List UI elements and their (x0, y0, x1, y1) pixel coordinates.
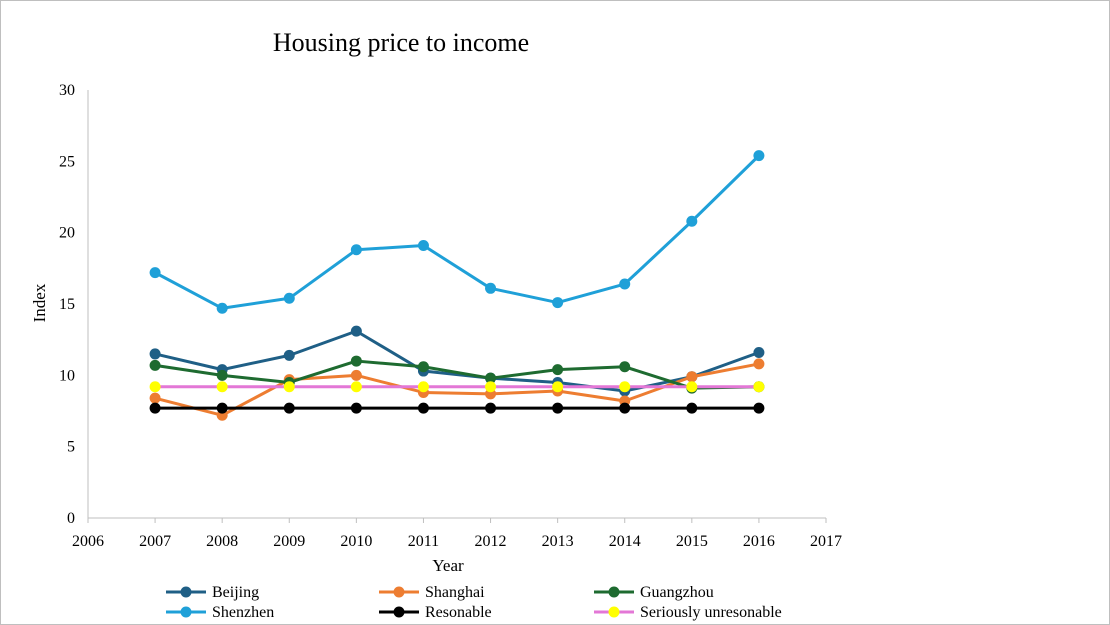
data-point-seriously-unresonable (417, 381, 429, 393)
data-point-resonable (753, 402, 765, 414)
legend-item-guangzhou: Guangzhou (594, 584, 714, 601)
chart-title: Housing price to income (273, 28, 529, 57)
series-line-shanghai (154, 362, 760, 417)
y-axis-label: Index (30, 283, 49, 322)
data-point-shanghai (753, 358, 765, 370)
x-tick-label: 2014 (609, 533, 641, 550)
series-seriously-unresonable (149, 381, 765, 393)
series-line-guangzhou (154, 359, 759, 390)
x-tick-label: 2015 (676, 533, 708, 550)
data-point-shenzhen (350, 244, 362, 256)
data-point-seriously-unresonable (686, 381, 698, 393)
data-point-seriously-unresonable (753, 381, 765, 393)
series-shanghai (149, 358, 765, 421)
series-layer (149, 150, 765, 421)
data-point-shanghai (149, 392, 161, 404)
legend-marker (393, 606, 405, 618)
x-tick-label: 2007 (139, 533, 171, 550)
legend-item-resonable: Resonable (379, 604, 492, 621)
data-point-shenzhen (485, 282, 497, 294)
data-point-shenzhen (283, 292, 295, 304)
legend-label: Seriously unresonable (640, 604, 782, 621)
data-point-guangzhou (216, 369, 228, 381)
legend-marker (393, 586, 405, 598)
y-tick-label: 0 (67, 510, 75, 527)
series-line-shenzhen (154, 154, 760, 310)
legend-marker (608, 606, 620, 618)
data-point-beijing (753, 347, 765, 359)
y-tick-label: 20 (59, 225, 75, 242)
x-axis-label: Year (432, 556, 464, 575)
y-tick-label: 30 (59, 82, 75, 99)
legend-marker (180, 606, 192, 618)
x-tick-label: 2017 (810, 533, 842, 550)
data-point-shenzhen (149, 267, 161, 279)
y-tick-label: 25 (59, 153, 75, 170)
legend-label: Beijing (212, 584, 259, 601)
data-point-shenzhen (216, 302, 228, 314)
data-point-resonable (619, 402, 631, 414)
legend: Beijing Shanghai Guangzhou Shenzhen Resonabl… (166, 584, 782, 621)
data-point-resonable (149, 402, 161, 414)
y-tick-label: 5 (67, 439, 75, 456)
legend-item-shenzhen: Shenzhen (166, 604, 274, 621)
x-tick-label: 2012 (475, 533, 507, 550)
x-tick-label: 2013 (542, 533, 574, 550)
legend-label: Guangzhou (640, 584, 714, 601)
data-point-seriously-unresonable (485, 381, 497, 393)
data-point-seriously-unresonable (619, 381, 631, 393)
y-tick-label: 15 (59, 296, 75, 313)
x-tick-label: 2016 (743, 533, 775, 550)
data-point-resonable (686, 402, 698, 414)
axes: 0 5 10 15 20 25 30 2006 2007 2008 2009 2010 2011 2012… (59, 82, 842, 550)
data-point-seriously-unresonable (552, 381, 564, 393)
series-resonable (149, 402, 765, 414)
data-point-seriously-unresonable (216, 381, 228, 393)
data-point-shanghai (350, 369, 362, 381)
data-point-resonable (216, 402, 228, 414)
legend-item-seriously-unresonable: Seriously unresonable (594, 604, 782, 621)
data-point-guangzhou (619, 361, 631, 373)
x-tick-label: 2011 (408, 533, 439, 550)
data-point-shenzhen (753, 150, 765, 162)
x-tick-label: 2010 (340, 533, 372, 550)
x-tick-label: 2008 (206, 533, 238, 550)
data-point-resonable (283, 402, 295, 414)
data-point-seriously-unresonable (350, 381, 362, 393)
data-point-beijing (350, 325, 362, 337)
legend-item-beijing: Beijing (166, 584, 259, 601)
data-point-shenzhen (686, 215, 698, 227)
data-point-guangzhou (485, 372, 497, 384)
legend-item-shanghai: Shanghai (379, 584, 485, 601)
legend-label: Resonable (425, 604, 492, 621)
data-point-seriously-unresonable (149, 381, 161, 393)
data-point-guangzhou (350, 355, 362, 367)
data-point-beijing (149, 348, 161, 360)
data-point-resonable (485, 402, 497, 414)
y-tick-label: 10 (59, 367, 75, 384)
data-point-resonable (417, 402, 429, 414)
x-tick-label: 2006 (72, 533, 104, 550)
legend-label: Shanghai (425, 584, 485, 601)
data-point-beijing (283, 349, 295, 361)
data-point-guangzhou (149, 359, 161, 371)
data-point-shenzhen (619, 278, 631, 290)
legend-marker (180, 586, 192, 598)
data-point-guangzhou (552, 364, 564, 376)
legend-label: Shenzhen (212, 604, 274, 621)
legend-marker (608, 586, 620, 598)
series-line-beijing (154, 329, 760, 393)
data-point-seriously-unresonable (283, 381, 295, 393)
data-point-resonable (350, 402, 362, 414)
data-point-guangzhou (417, 361, 429, 373)
data-point-resonable (552, 402, 564, 414)
x-tick-label: 2009 (273, 533, 305, 550)
data-point-shanghai (686, 371, 698, 383)
data-point-shenzhen (417, 240, 429, 252)
series-shenzhen (149, 150, 765, 314)
data-point-shenzhen (552, 297, 564, 309)
